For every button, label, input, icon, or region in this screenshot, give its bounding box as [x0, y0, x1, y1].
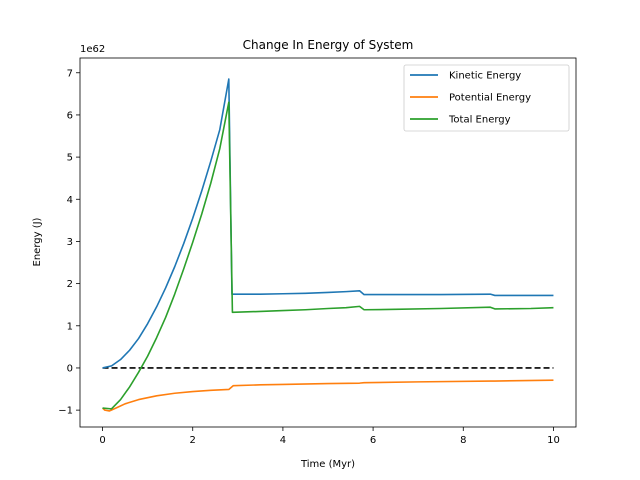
series-line-potential-energy [102, 379, 554, 412]
x-ticks: 0 2 4 6 8 10 [99, 427, 560, 446]
y-ticks: −1 0 1 2 3 4 5 6 7 [58, 68, 80, 417]
x-tick-label: 4 [280, 435, 286, 446]
x-tick-label: 6 [370, 435, 376, 446]
series-layer [102, 78, 554, 412]
legend-label: Kinetic Energy [449, 71, 521, 82]
y-axis-label: Energy (J) [32, 217, 43, 266]
chart-title: Change In Energy of System [243, 38, 414, 52]
legend-box [403, 64, 570, 132]
legend-label: Total Energy [448, 115, 511, 126]
legend-label: Potential Energy [449, 93, 531, 104]
y-tick-label: 0 [67, 363, 73, 374]
y-tick-label: 3 [67, 237, 73, 248]
x-axis-label: Time (Myr) [300, 459, 355, 470]
series-line-total-energy [102, 101, 554, 410]
y-tick-label: 4 [67, 195, 73, 206]
plot-frame [79, 57, 577, 428]
x-tick-label: 8 [460, 435, 466, 446]
y-tick-label: 2 [67, 279, 73, 290]
y-tick-label: 7 [67, 68, 73, 79]
y-tick-label: 5 [67, 153, 73, 164]
y-tick-label: −1 [58, 406, 73, 417]
y-tick-label: 6 [67, 110, 73, 121]
x-tick-label: 0 [99, 435, 105, 446]
x-tick-label: 10 [547, 435, 560, 446]
series-line-kinetic-energy [102, 78, 554, 369]
y-tick-label: 1 [67, 321, 73, 332]
y-offset-label: 1e62 [80, 44, 105, 55]
legend: Kinetic Energy Potential Energy Total Ener… [403, 64, 570, 132]
x-tick-label: 2 [190, 435, 196, 446]
